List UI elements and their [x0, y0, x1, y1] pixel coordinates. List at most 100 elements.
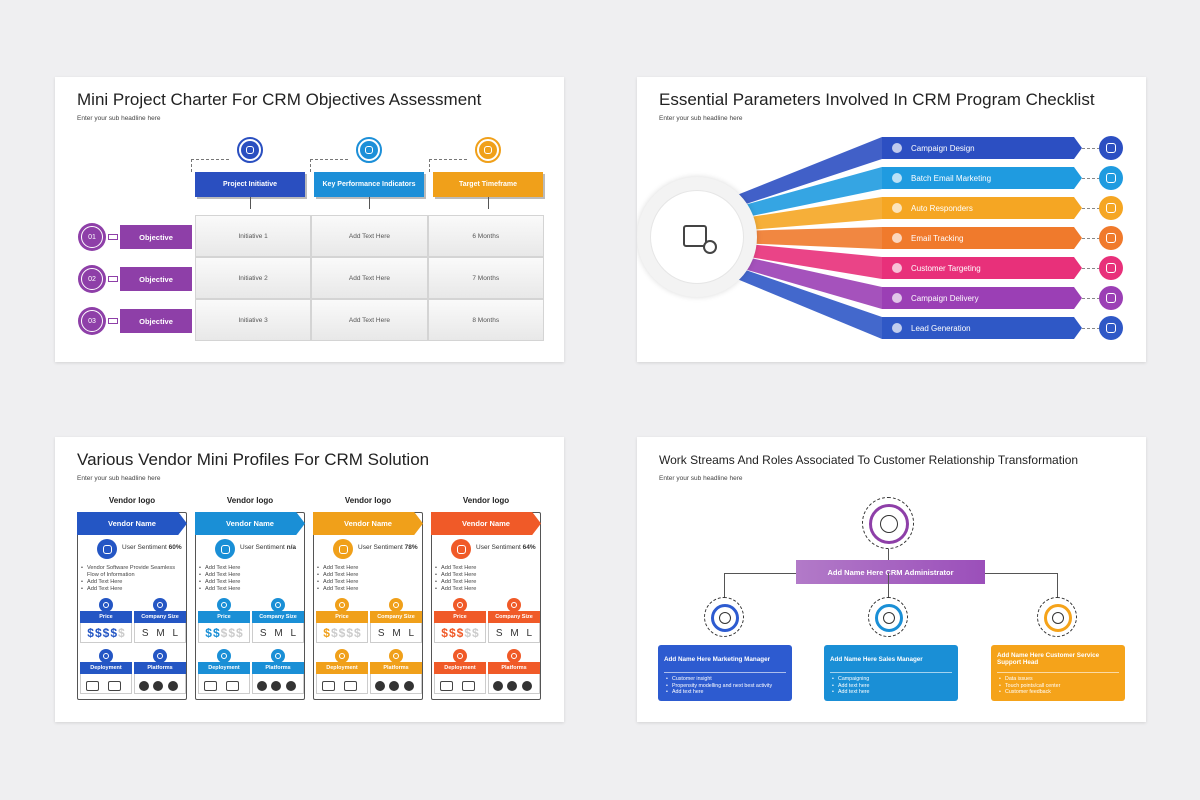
icon-glyph: [274, 652, 282, 660]
item-bar: [882, 167, 1082, 189]
icon: [1099, 136, 1123, 160]
item-label: Email Tracking: [911, 233, 964, 243]
avatar: [711, 604, 739, 632]
avatar-ring: [704, 597, 744, 637]
bullet-dot: •: [317, 579, 319, 585]
item-bar: [882, 227, 1082, 249]
icon: [479, 141, 497, 159]
icon-glyph: [1105, 172, 1117, 184]
bullet: • Add Text Here: [435, 572, 535, 579]
bullet: • Add Text Here: [317, 579, 417, 586]
icon-glyph: [156, 601, 164, 609]
bullet: • Add Text Here: [199, 579, 299, 586]
row-number-badge: 02: [78, 265, 106, 293]
connector: [1082, 298, 1100, 299]
bullet-dot: •: [199, 579, 201, 585]
avatar-glyph: [718, 611, 732, 625]
avatar-ring: [862, 497, 914, 549]
fan-band: [737, 227, 882, 249]
fan-band: [737, 197, 882, 231]
table-cell: 6 Months: [427, 215, 544, 257]
bullet-list: • Data issues • Touch points/call center • Cu…: [999, 676, 1123, 700]
connector: [1082, 178, 1100, 179]
icon: [97, 539, 117, 559]
tile-body: [488, 623, 540, 643]
icon: [451, 539, 471, 559]
avatar-glyph: [882, 611, 896, 625]
tile-body: [434, 674, 486, 694]
bullet: • Customer feedback: [999, 689, 1123, 696]
icon: [271, 598, 285, 612]
bullet-text: Add Text Here: [87, 579, 123, 585]
row-number: 03: [81, 310, 103, 332]
platform-icon: [286, 681, 296, 691]
size-option: L: [526, 627, 533, 639]
tile-body: [488, 674, 540, 694]
bullet-dot: •: [999, 689, 1001, 695]
fan-band: [737, 167, 882, 219]
icon-glyph: [483, 145, 493, 155]
avatar-glyph: [880, 515, 898, 533]
icon: [153, 598, 167, 612]
connector: [250, 197, 251, 209]
bullet-dot: •: [435, 586, 437, 592]
connector: [429, 159, 467, 160]
icon-glyph: [510, 652, 518, 660]
bullet: • Add Text Here: [199, 572, 299, 579]
icon: [1099, 196, 1123, 220]
vendor-logo: Vendor logo: [462, 495, 510, 505]
price-symbol: $: [354, 626, 361, 640]
tile-body: [198, 674, 250, 694]
arrow: [108, 318, 118, 324]
slide-title: Various Vendor Mini Profiles For CRM Sol…: [77, 450, 430, 469]
deployment-icon: [226, 681, 239, 691]
connector: [191, 159, 229, 160]
slide: Mini Project Charter For CRM Objectives …: [55, 77, 564, 362]
item-bar: [882, 257, 1082, 279]
item-dot: [892, 173, 902, 183]
icon: [507, 598, 521, 612]
item-dot: [892, 233, 902, 243]
size-option: S: [377, 627, 385, 639]
connector: [1082, 148, 1100, 149]
item-bar: [882, 197, 1082, 219]
tile-body: [198, 623, 250, 643]
table-cell: Initiative 3: [195, 299, 312, 341]
deployment-icon: [204, 681, 217, 691]
price-scale: $ $ $ $ $: [80, 623, 132, 643]
bullet-text: Add Text Here: [441, 579, 477, 585]
tile-header: Company Size: [370, 611, 422, 623]
icon-glyph: [456, 652, 464, 660]
item-label: Campaign Design: [911, 143, 975, 153]
vendor-banner: Vendor Name: [195, 512, 305, 535]
divider: [997, 672, 1119, 673]
tile-body: [316, 674, 368, 694]
size-option: M: [392, 627, 401, 639]
icon-glyph: [245, 145, 255, 155]
fan-band: [737, 137, 882, 207]
connector: [1082, 268, 1100, 269]
deployment-icon: [462, 681, 475, 691]
bullet: • Add Text Here: [435, 586, 535, 593]
icon: [333, 539, 353, 559]
sentiment-value: 78%: [404, 544, 418, 551]
tile-body: [252, 623, 304, 643]
sentiment: User Sentiment n/a: [240, 544, 310, 554]
icon: [99, 649, 113, 663]
table-cell: Initiative 2: [195, 257, 312, 299]
price-symbol: $: [102, 626, 110, 640]
price-symbol: $: [205, 626, 212, 640]
bullet-list: • Add Text Here • Add Text Here • Add Text He…: [317, 565, 421, 601]
arrow: [108, 276, 118, 282]
price-symbol: $: [110, 626, 118, 640]
connector: [191, 159, 192, 172]
icon-glyph: [102, 601, 110, 609]
connector: [310, 159, 348, 160]
icon-glyph: [274, 601, 282, 609]
tile-body: [134, 623, 186, 643]
icon-glyph: [1105, 262, 1117, 274]
avatar: [875, 604, 903, 632]
bullet-dot: •: [199, 572, 201, 578]
price-scale: $ $ $ $ $: [198, 623, 250, 643]
